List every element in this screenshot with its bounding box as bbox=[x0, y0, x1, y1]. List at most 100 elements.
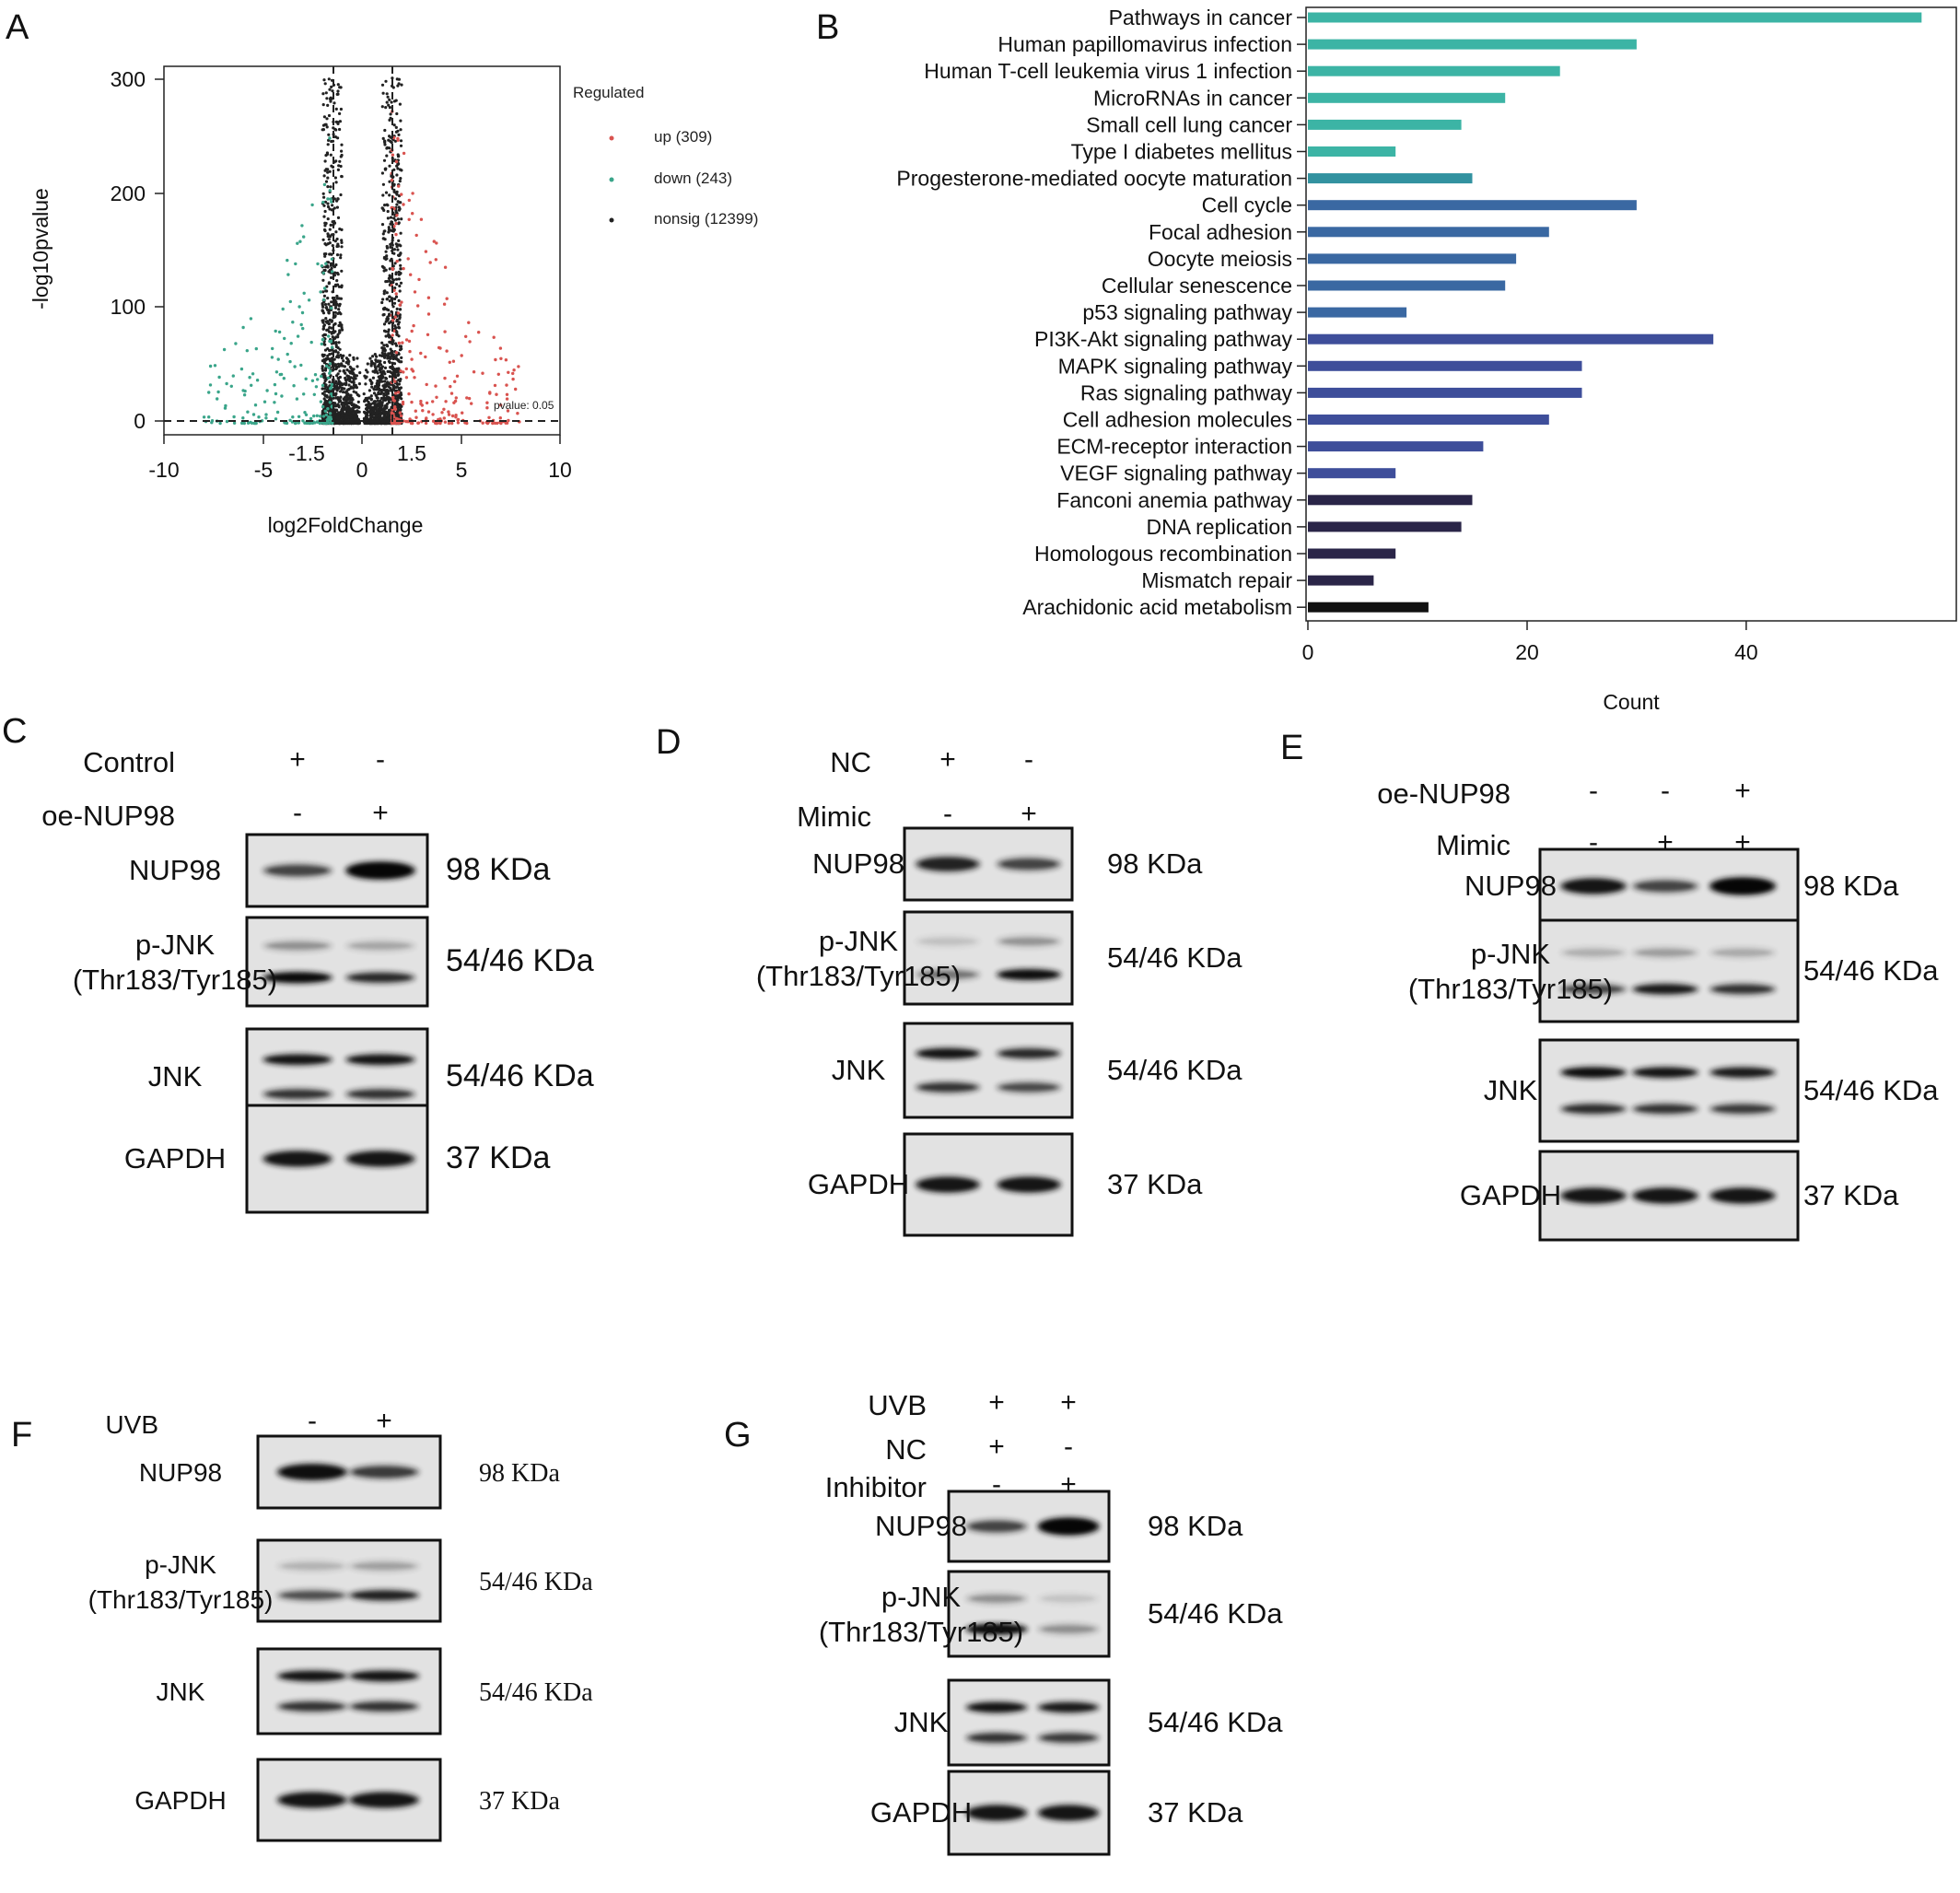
blot-band-core bbox=[1637, 986, 1694, 993]
nonsig-point bbox=[386, 395, 390, 399]
nonsig-point bbox=[384, 411, 388, 415]
kegg-bar bbox=[1308, 387, 1582, 398]
nonsig-point bbox=[339, 256, 343, 260]
down-point bbox=[291, 321, 295, 324]
nonsig-point bbox=[387, 401, 391, 404]
nonsig-point bbox=[344, 406, 347, 410]
nonsig-point bbox=[399, 139, 403, 143]
blot-band-core bbox=[1714, 1105, 1771, 1113]
nonsig-point bbox=[323, 221, 327, 225]
down-point bbox=[257, 415, 261, 419]
nonsig-point bbox=[394, 357, 399, 361]
nonsig-point bbox=[379, 411, 382, 415]
down-point bbox=[275, 410, 280, 415]
blot-band-core bbox=[354, 1562, 414, 1570]
condition-sign: - bbox=[293, 798, 302, 828]
nonsig-point bbox=[341, 383, 344, 387]
down-point bbox=[280, 394, 284, 398]
up-point bbox=[454, 414, 458, 417]
nonsig-point bbox=[384, 250, 388, 253]
nonsig-point bbox=[321, 359, 325, 363]
nonsig-point bbox=[355, 415, 358, 418]
up-point bbox=[498, 416, 502, 420]
protein-label-sub: (Thr183/Tyr185) bbox=[819, 1616, 1023, 1648]
nonsig-point bbox=[345, 368, 349, 372]
condition-sign: - bbox=[1661, 776, 1670, 806]
nonsig-point bbox=[334, 396, 338, 400]
down-point bbox=[316, 378, 320, 381]
down-point bbox=[279, 372, 284, 377]
nonsig-point bbox=[327, 282, 331, 286]
up-point bbox=[408, 417, 412, 421]
up-point bbox=[454, 396, 458, 400]
up-point bbox=[400, 300, 403, 304]
up-point bbox=[453, 380, 457, 383]
up-point bbox=[485, 401, 489, 404]
nonsig-point bbox=[340, 356, 344, 360]
nonsig-point bbox=[352, 390, 356, 393]
nonsig-point bbox=[397, 352, 401, 356]
nonsig-point bbox=[365, 397, 369, 401]
up-point bbox=[434, 384, 438, 388]
up-point bbox=[467, 321, 471, 324]
down-point bbox=[330, 385, 333, 390]
nonsig-point bbox=[395, 354, 399, 357]
nonsig-point bbox=[397, 222, 401, 226]
up-point bbox=[505, 392, 509, 396]
nonsig-point bbox=[378, 378, 381, 381]
nonsig-point bbox=[333, 240, 337, 243]
protein-label: NUP98 bbox=[875, 1510, 967, 1542]
nonsig-point bbox=[391, 243, 394, 247]
nonsig-point bbox=[356, 400, 360, 403]
nonsig-point bbox=[388, 106, 391, 110]
nonsig-point bbox=[324, 168, 328, 171]
up-point bbox=[426, 312, 431, 316]
nonsig-point bbox=[330, 319, 333, 322]
nonsig-point bbox=[395, 203, 399, 206]
down-point bbox=[253, 421, 257, 426]
nonsig-point bbox=[325, 117, 329, 121]
down-point bbox=[329, 197, 332, 201]
up-point bbox=[411, 192, 414, 195]
nonsig-point bbox=[338, 380, 342, 384]
condition-sign: - bbox=[376, 744, 385, 775]
nonsig-point bbox=[379, 415, 382, 418]
nonsig-point bbox=[346, 388, 350, 391]
legend-nonsig: nonsig (12399) bbox=[654, 210, 758, 228]
nonsig-point bbox=[383, 360, 387, 365]
up-point bbox=[485, 406, 489, 410]
kegg-category-label: Progesterone-mediated oocyte maturation bbox=[896, 167, 1292, 191]
nonsig-point bbox=[378, 354, 382, 357]
down-point bbox=[331, 270, 334, 274]
nonsig-point bbox=[397, 162, 401, 166]
x-tick-1-5: 1.5 bbox=[397, 441, 426, 465]
nonsig-point bbox=[380, 83, 385, 87]
nonsig-point bbox=[380, 341, 384, 345]
down-point bbox=[248, 376, 251, 380]
nonsig-point bbox=[356, 410, 360, 414]
down-point bbox=[297, 415, 301, 418]
nonsig-point bbox=[323, 254, 327, 258]
nonsig-point bbox=[388, 146, 391, 150]
up-point bbox=[417, 277, 421, 282]
nonsig-point bbox=[356, 365, 359, 368]
nonsig-point bbox=[395, 333, 399, 336]
down-point bbox=[328, 136, 332, 140]
condition-sign: + bbox=[1734, 776, 1751, 806]
volcano-plot: pvalue: 0.05 300 200 100 0 -10 -5 0 5 10… bbox=[29, 65, 758, 537]
up-point bbox=[400, 193, 403, 196]
nonsig-point bbox=[383, 128, 387, 133]
nonsig-point bbox=[335, 279, 339, 283]
up-point bbox=[517, 365, 520, 368]
nonsig-point bbox=[334, 335, 338, 339]
down-point bbox=[302, 392, 306, 396]
condition-sign: + bbox=[289, 744, 306, 775]
down-point bbox=[324, 413, 328, 417]
nonsig-point bbox=[397, 408, 401, 412]
nonsig-point bbox=[375, 355, 379, 358]
kegg-bar bbox=[1308, 521, 1462, 532]
down-point bbox=[299, 322, 303, 327]
down-point bbox=[210, 419, 215, 423]
down-point bbox=[254, 346, 258, 351]
blot-band-core bbox=[282, 1672, 343, 1679]
